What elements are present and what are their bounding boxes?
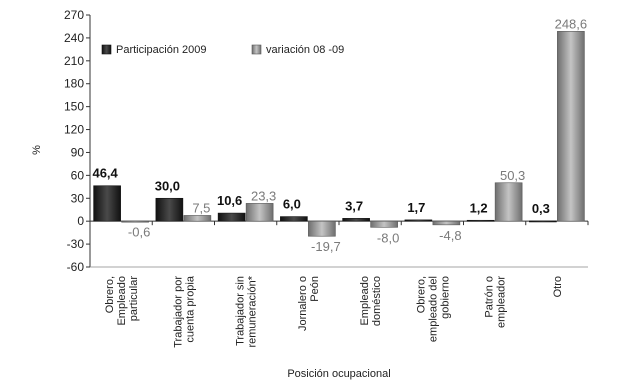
y-tick-label: 120: [64, 123, 84, 137]
y-tick-label: 180: [64, 77, 84, 91]
data-label-participacion: 0,3: [532, 201, 550, 216]
y-axis-title: %: [31, 145, 43, 155]
category-label-line: doméstico: [371, 276, 383, 326]
y-tick-label: 30: [71, 191, 85, 205]
bar-participacion: [156, 198, 183, 221]
category-label: Jornalero o Peón: [297, 276, 321, 331]
legend-swatch-variacion: [252, 45, 261, 54]
bar-participacion: [343, 218, 370, 221]
data-label-variacion: 23,3: [251, 188, 276, 203]
category-label-line: gobierno: [439, 276, 451, 319]
data-label-variacion: -0,6: [128, 225, 150, 240]
category-label-line: cuenta propia: [184, 275, 196, 343]
category-label: Trabajador por cuenta propia: [172, 275, 196, 348]
bar-variacion: [308, 221, 335, 236]
y-axis-ticks: 270 240 210 180 150 120 90 60 30 0 -30 -60: [64, 8, 90, 274]
bar-variacion: [433, 221, 460, 225]
legend-swatch-participacion: [102, 45, 111, 54]
category-label: Obrero, empleado del gobierno: [415, 276, 451, 342]
bar-variacion: [246, 203, 273, 221]
data-label-variacion: 50,3: [500, 168, 525, 183]
data-label-participacion: 1,7: [407, 200, 425, 215]
category-labels: Obrero, Empleado particular Trabajador por c…: [104, 275, 564, 348]
y-tick-label: 150: [64, 100, 84, 114]
data-label-variacion: -19,7: [311, 239, 341, 254]
bar-participacion: [467, 220, 494, 221]
category-label: Obrero, Empleado particular: [104, 276, 140, 326]
data-label-participacion: 46,4: [92, 166, 118, 181]
bar-participacion: [529, 221, 556, 222]
category-label: Otro: [552, 276, 564, 297]
category-label-line: Otro: [552, 276, 564, 297]
y-tick-label: 210: [64, 54, 84, 68]
data-label-variacion: -4,8: [439, 228, 461, 243]
category-label: Trabajador sin remuneración*: [235, 275, 259, 347]
y-tick-label: 0: [77, 214, 84, 228]
category-label-line: empleador: [496, 276, 508, 328]
bar-variacion: [122, 221, 149, 222]
data-label-variacion: -8,0: [377, 230, 399, 245]
data-label-participacion: 1,2: [470, 200, 488, 215]
y-tick-label: -30: [67, 237, 85, 251]
bar-participacion: [218, 213, 245, 221]
data-label-participacion: 6,0: [283, 197, 301, 212]
x-axis-label: Posición ocupacional: [287, 368, 390, 380]
y-tick-label: 270: [64, 8, 84, 22]
data-label-participacion: 10,6: [217, 193, 242, 208]
legend-entry-participacion: Participación 2009: [116, 44, 207, 56]
category-label-line: Obrero,: [415, 276, 427, 313]
category-label-line: Empleado: [359, 276, 371, 326]
legend-entry-variacion: variación 08 -09: [266, 44, 344, 56]
category-label-line: Peón: [309, 276, 321, 302]
category-label: Empleado doméstico: [359, 276, 383, 326]
category-label-line: particular: [128, 276, 140, 322]
bars: [94, 31, 585, 236]
category-label-line: empleado del: [427, 276, 439, 342]
category-label-line: Trabajador sin: [235, 276, 247, 346]
bar-variacion: [184, 215, 211, 221]
category-label-line: Obrero,: [104, 276, 116, 313]
bar-variacion: [495, 183, 522, 221]
data-label-variacion: 7,5: [192, 200, 210, 215]
y-axis-label: %: [31, 145, 43, 155]
bar-variacion: [371, 221, 398, 227]
category-label: Patrón o empleador: [484, 276, 508, 328]
category-label-line: remuneración*: [247, 275, 259, 347]
y-tick-label: 240: [64, 31, 84, 45]
data-label-variacion: 248,6: [555, 16, 588, 31]
y-tick-label: 90: [71, 145, 85, 159]
data-label-participacion: 3,7: [345, 198, 363, 213]
bar-participacion: [280, 217, 307, 222]
category-label-line: Jornalero o: [297, 276, 309, 331]
y-tick-label: 60: [71, 168, 85, 182]
category-label-line: Empleado: [116, 276, 128, 326]
category-label-line: Trabajador por: [172, 276, 184, 348]
data-label-participacion: 30,0: [155, 178, 180, 193]
category-label-line: Patrón o: [484, 276, 496, 318]
y-tick-label: -60: [67, 260, 85, 274]
bar-participacion: [94, 186, 121, 221]
bar-variacion: [557, 31, 584, 221]
legend: Participación 2009 variación 08 -09: [102, 44, 344, 56]
bar-participacion: [405, 220, 432, 221]
